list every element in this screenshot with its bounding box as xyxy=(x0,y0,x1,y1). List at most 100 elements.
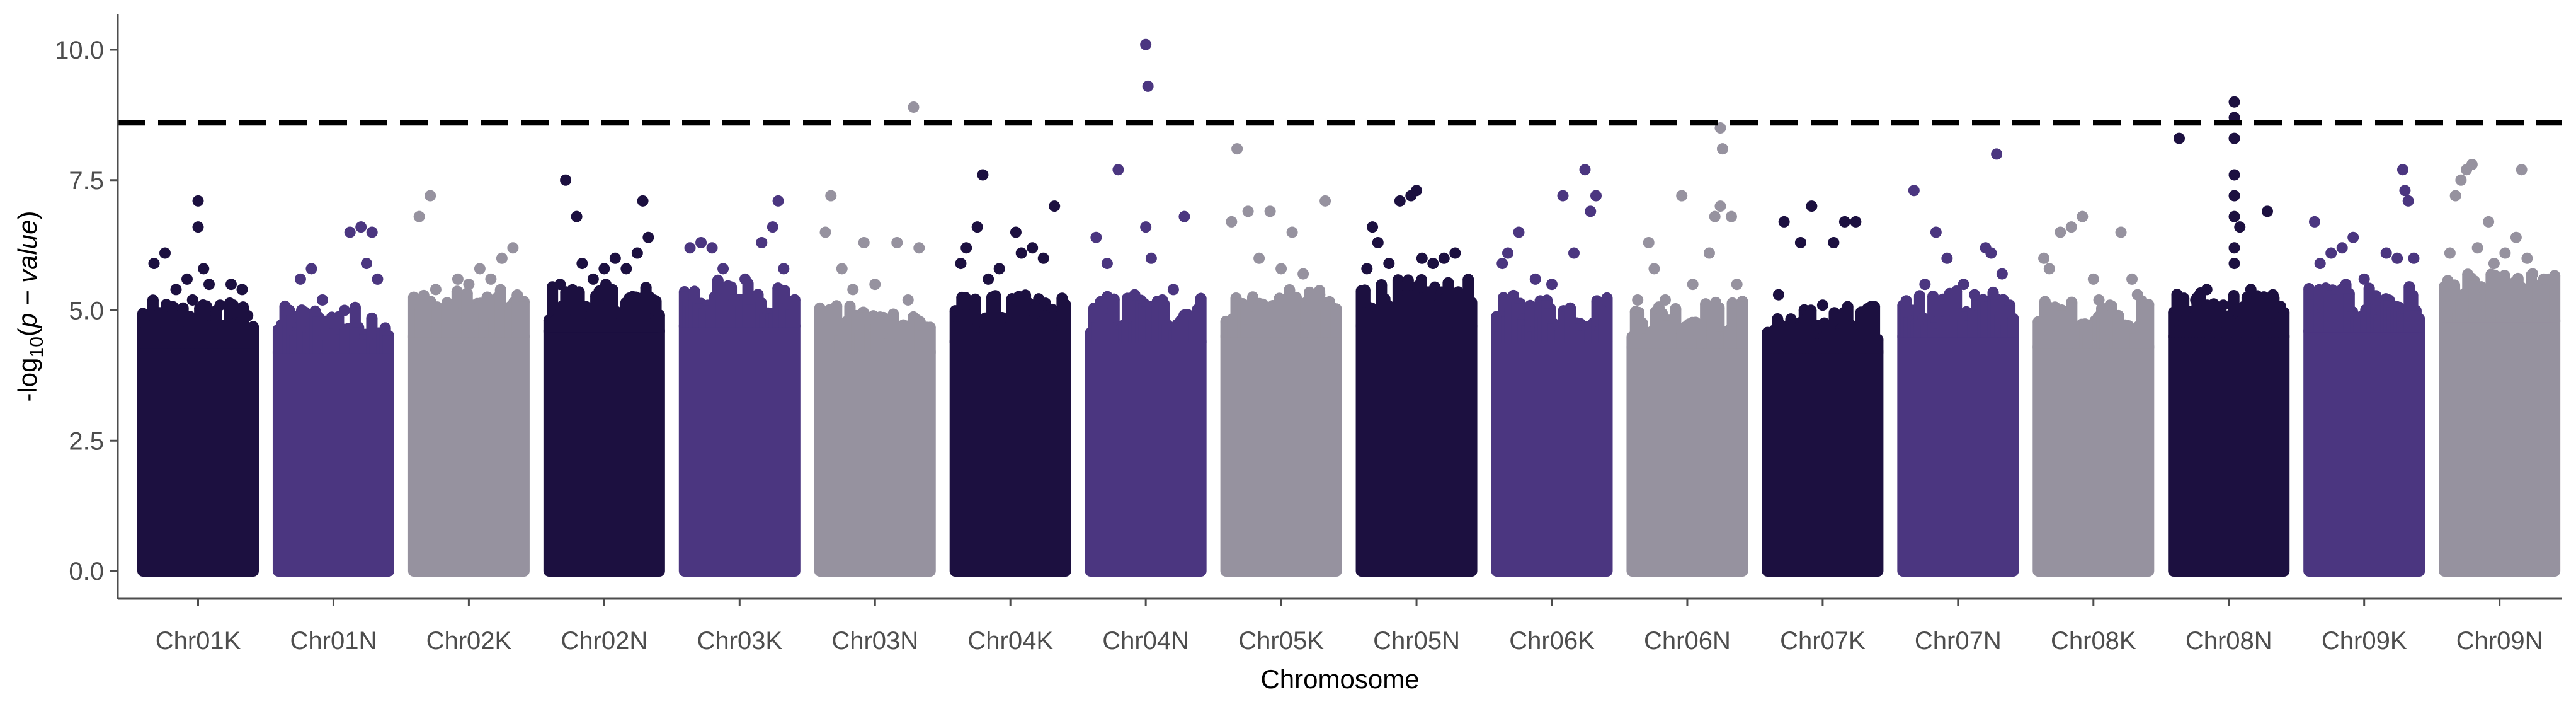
point xyxy=(2408,252,2420,264)
point xyxy=(847,284,859,296)
point xyxy=(1253,252,1265,264)
points-dense-chr01k xyxy=(137,340,259,577)
point xyxy=(2267,289,2279,301)
point xyxy=(767,221,778,233)
point xyxy=(142,320,154,332)
points-dense-chr04k xyxy=(949,335,1071,577)
point xyxy=(728,294,740,306)
point xyxy=(2262,205,2273,217)
point xyxy=(1242,205,1254,217)
point xyxy=(706,242,718,254)
point xyxy=(452,273,464,285)
point xyxy=(684,242,696,254)
point xyxy=(1496,258,1508,270)
point xyxy=(955,258,967,270)
point xyxy=(1590,190,1602,202)
point xyxy=(294,273,306,285)
point xyxy=(366,226,378,238)
point xyxy=(1632,294,1644,306)
points-dense-chr03k xyxy=(678,320,801,577)
point xyxy=(1015,247,1027,259)
point xyxy=(360,258,372,270)
point xyxy=(344,226,356,238)
points-dense-chr02n xyxy=(543,325,665,577)
point xyxy=(2131,289,2143,301)
point xyxy=(2527,268,2539,280)
y-axis-title: -log10(p − value) xyxy=(13,210,47,401)
point xyxy=(1394,195,1406,207)
point xyxy=(1372,236,1384,248)
point xyxy=(305,263,317,275)
point xyxy=(908,101,920,113)
point xyxy=(242,309,254,321)
x-tick-label-chr08n: Chr08N xyxy=(2186,627,2272,655)
x-tick-label-chr02n: Chr02N xyxy=(561,627,647,655)
point xyxy=(977,169,989,181)
point xyxy=(756,236,768,248)
x-tick-label-chr06k: Chr06K xyxy=(1509,627,1595,655)
point xyxy=(560,174,572,186)
point xyxy=(2245,284,2257,296)
point-streak xyxy=(2143,304,2155,349)
point xyxy=(2115,226,2127,238)
point xyxy=(2399,185,2411,197)
x-tick-label-chr01k: Chr01K xyxy=(156,627,241,655)
point xyxy=(1579,164,1591,176)
point xyxy=(778,263,790,275)
point xyxy=(328,315,339,327)
point xyxy=(2358,273,2370,285)
point xyxy=(1101,258,1113,270)
point xyxy=(2201,284,2213,296)
point xyxy=(1919,279,1931,291)
point xyxy=(631,247,643,259)
point xyxy=(2218,299,2229,311)
point xyxy=(507,242,519,254)
point xyxy=(2543,273,2555,285)
point xyxy=(338,304,350,316)
point xyxy=(2521,252,2533,264)
point xyxy=(1027,242,1039,254)
points-dense-chr03n xyxy=(814,345,936,577)
point xyxy=(1648,263,1660,275)
point xyxy=(1546,279,1558,291)
y-ticks: 0.0 2.5 5.0 7.5 10.0 xyxy=(55,37,118,585)
point xyxy=(236,284,248,296)
x-axis-title: Chromosome xyxy=(1260,664,1419,694)
point xyxy=(891,236,903,248)
point xyxy=(1838,216,1850,228)
point xyxy=(960,242,972,254)
point xyxy=(186,294,198,306)
point xyxy=(2055,226,2066,238)
point xyxy=(2402,195,2414,207)
point xyxy=(513,304,525,316)
point xyxy=(2228,258,2240,270)
y-tick-label: 5.0 xyxy=(69,297,104,325)
point-streak xyxy=(1601,297,1613,343)
point xyxy=(203,279,215,291)
point xyxy=(2516,164,2528,176)
point xyxy=(2499,247,2511,259)
point-streak xyxy=(1466,302,1478,328)
point xyxy=(620,263,632,275)
point xyxy=(192,221,204,233)
point xyxy=(2043,263,2055,275)
point xyxy=(1140,221,1152,233)
points-dense-chr06k xyxy=(1491,335,1613,577)
point xyxy=(1156,294,1168,306)
point xyxy=(819,226,831,238)
point xyxy=(1725,210,1737,222)
point-streak xyxy=(1872,339,1884,354)
axes xyxy=(117,14,2562,600)
point xyxy=(170,284,182,296)
point xyxy=(1090,231,1102,243)
point xyxy=(198,263,210,275)
point-streak xyxy=(1330,309,1342,338)
point xyxy=(1714,200,1726,212)
point xyxy=(2174,132,2185,144)
point xyxy=(1449,247,1461,259)
point xyxy=(1861,304,1872,316)
point xyxy=(2065,221,2077,233)
point xyxy=(913,242,925,254)
point xyxy=(1411,185,1423,197)
